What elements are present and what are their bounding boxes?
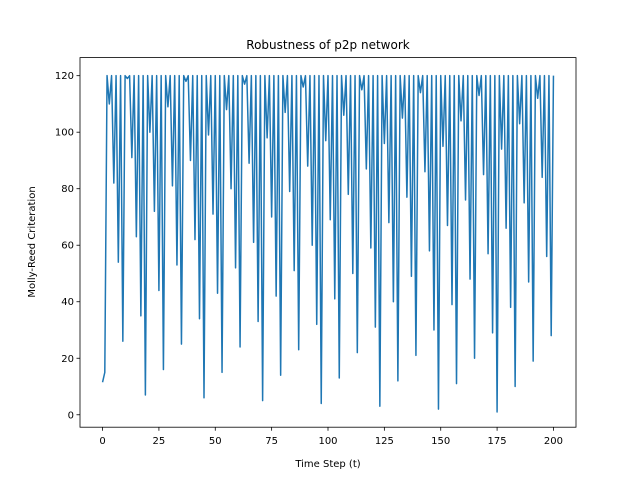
y-tick-label: 80: [61, 184, 74, 195]
x-tick-label: 100: [318, 436, 337, 447]
y-tick-label: 60: [61, 241, 74, 252]
x-tick-label: 150: [431, 436, 450, 447]
x-tick-label: 200: [544, 436, 563, 447]
y-tick-label: 120: [55, 71, 74, 82]
x-tick-label: 0: [99, 436, 105, 447]
x-tick-label: 175: [488, 436, 507, 447]
x-tick-label: 125: [375, 436, 394, 447]
y-tick-label: 0: [68, 410, 74, 421]
y-tick-label: 100: [55, 128, 74, 139]
x-axis-label: Time Step (t): [294, 459, 360, 470]
chart-title: Robustness of p2p network: [246, 38, 409, 52]
x-tick-label: 50: [209, 436, 222, 447]
data-line: [101, 74, 555, 413]
y-axis-label: Molly-Reed Criteration: [27, 186, 38, 297]
y-tick-label: 40: [61, 297, 74, 308]
x-tick-label: 25: [153, 436, 166, 447]
plot-frame: [79, 57, 577, 428]
y-tick-label: 20: [61, 354, 74, 365]
x-tick-label: 75: [265, 436, 278, 447]
